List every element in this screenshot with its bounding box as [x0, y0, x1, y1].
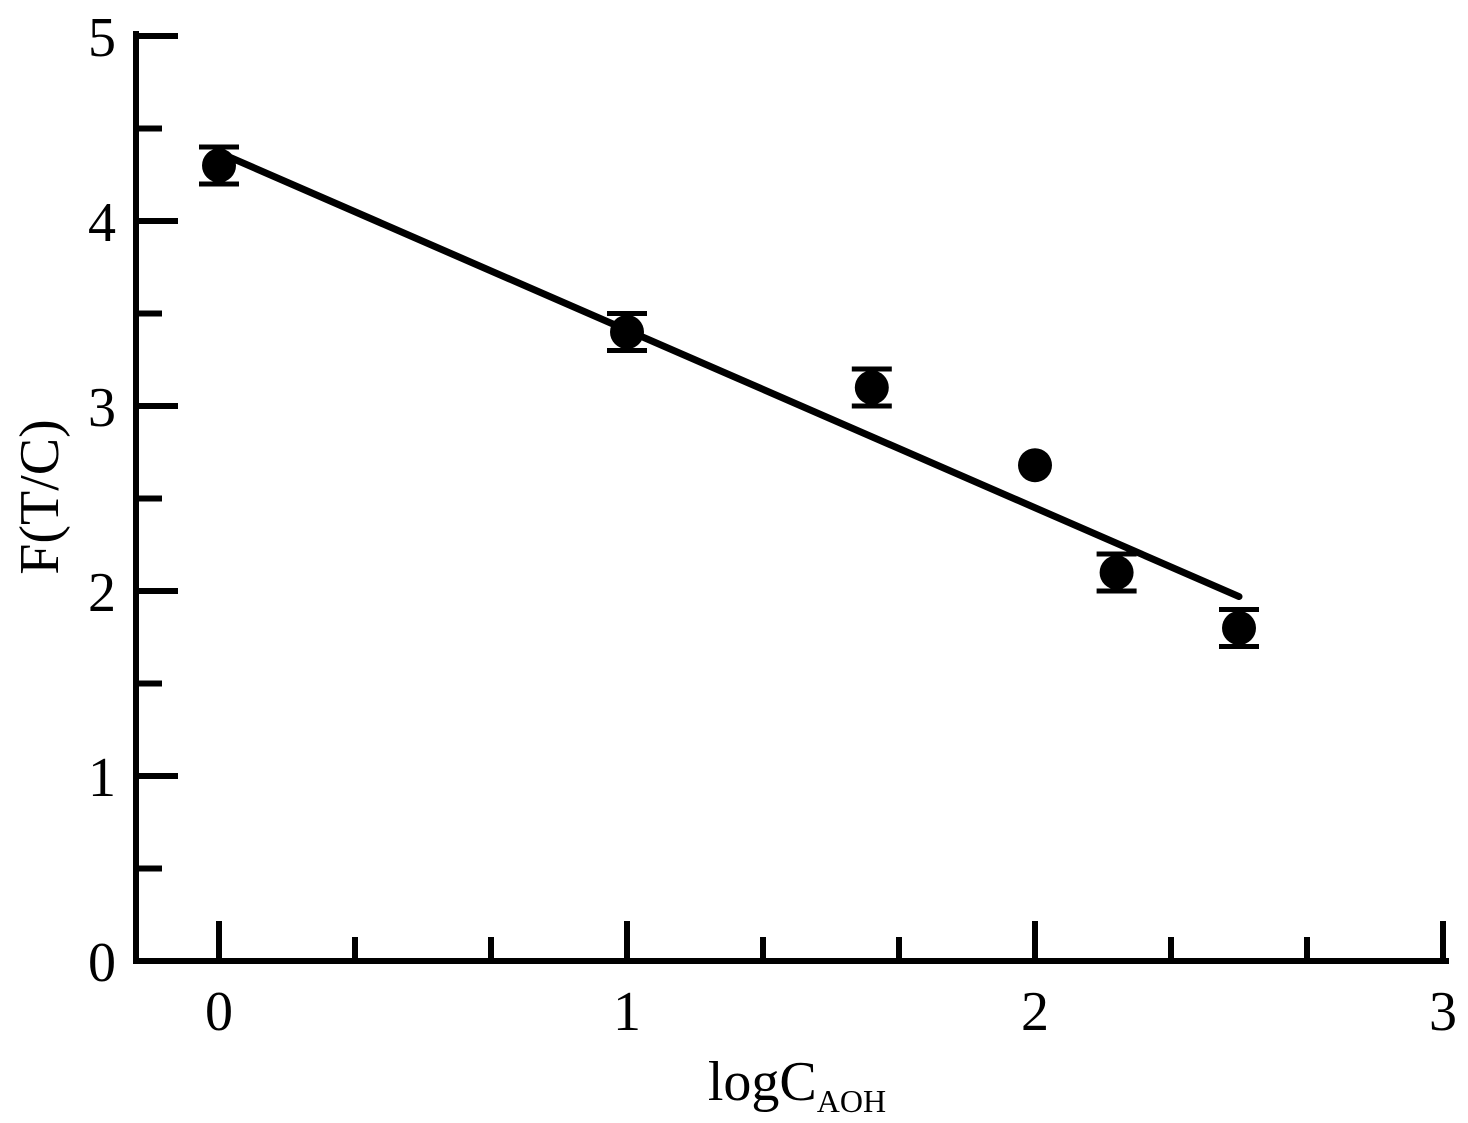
data-points [199, 144, 1259, 649]
x-tick-label: 0 [205, 981, 233, 1043]
y-tick-label: 2 [88, 562, 116, 624]
fit-line [215, 149, 1243, 601]
y-axis-title: F(T/C) [9, 419, 71, 575]
y-tick-label: 3 [88, 377, 116, 439]
x-axis-title: logCAOH [708, 1051, 886, 1119]
data-point [1222, 611, 1256, 645]
x-tick-label: 1 [613, 981, 641, 1043]
y-tick-label: 5 [88, 7, 116, 69]
tick-labels: 0 1 2 3 4 5 0 1 2 3 [88, 7, 1457, 1043]
y-tick-label: 4 [88, 192, 116, 254]
data-point [202, 148, 236, 183]
axes [133, 31, 1449, 964]
data-point [610, 315, 644, 349]
ticks [133, 33, 1446, 964]
data-point [854, 370, 889, 405]
x-tick-label: 3 [1429, 981, 1457, 1043]
y-tick-label: 1 [88, 747, 116, 809]
x-tick-label: 2 [1021, 981, 1049, 1043]
data-point [1018, 448, 1052, 483]
fit-line-group [215, 149, 1243, 601]
y-tick-label: 0 [88, 932, 116, 994]
data-point [1099, 555, 1134, 590]
